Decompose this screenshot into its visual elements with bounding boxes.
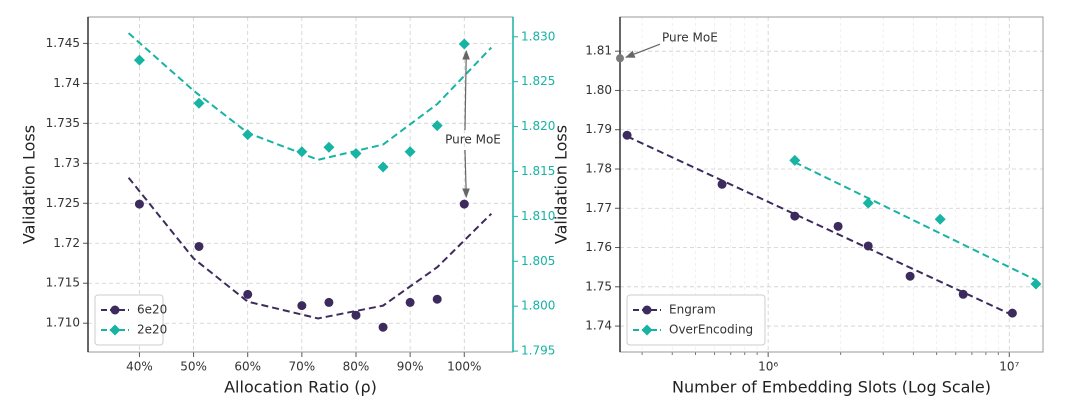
legend-label: OverEncoding [669, 323, 753, 337]
y2-tick-label: 1.820 [521, 119, 555, 133]
y-tick-label: 1.74 [53, 76, 80, 90]
y-tick-label: 1.74 [585, 319, 612, 333]
y-tick-label: 1.76 [585, 240, 612, 254]
legend-label: Engram [669, 303, 716, 317]
y-tick-label: 1.77 [585, 201, 612, 215]
x-tick-label: 80% [343, 360, 370, 374]
x-tick-label: 40% [126, 360, 153, 374]
reference-point [616, 54, 624, 63]
data-point [243, 289, 253, 299]
y-tick-label: 1.75 [585, 279, 612, 293]
data-point [905, 271, 915, 281]
y-tick-label: 1.735 [46, 116, 80, 130]
data-point [323, 141, 335, 153]
data-point [296, 146, 308, 158]
y-tick-label: 1.81 [585, 44, 612, 58]
annotation-arrow [462, 149, 470, 199]
fit-line [127, 177, 493, 320]
x-tick-label: 60% [234, 360, 261, 374]
annotation-arrow [462, 49, 470, 131]
y-tick-label: 1.78 [585, 161, 612, 175]
data-point [242, 129, 254, 141]
x-tick-label: 70% [289, 360, 316, 374]
y-tick-label: 1.73 [53, 156, 80, 170]
data-point [863, 241, 873, 251]
data-point [193, 97, 205, 109]
data-point [432, 294, 442, 304]
data-point [297, 301, 307, 311]
data-point [377, 161, 389, 173]
data-point [378, 322, 388, 332]
data-point [934, 213, 946, 225]
y-axis-label: Validation Loss [552, 125, 571, 244]
fit-line [626, 135, 1013, 316]
legend-marker [109, 324, 121, 336]
x-tick-label: 100% [447, 360, 481, 374]
data-point [134, 199, 144, 209]
data-point [431, 120, 443, 132]
annotation: Pure MoE [662, 31, 718, 45]
data-point [459, 199, 469, 209]
y-tick-label: 1.710 [46, 316, 80, 330]
data-point [405, 297, 415, 307]
data-point [458, 38, 470, 50]
y-tick-label: 1.745 [46, 36, 80, 50]
y2-tick-label: 1.810 [521, 209, 555, 223]
legend-box [626, 294, 766, 346]
data-point [1030, 278, 1042, 290]
y2-tick-label: 1.825 [521, 74, 555, 88]
y2-tick-label: 1.830 [521, 29, 555, 43]
data-point [1007, 308, 1017, 318]
x-axis-label: Allocation Ratio (ρ) [224, 378, 377, 397]
y-axis-label: Validation Loss [20, 125, 39, 244]
y-tick-label: 1.80 [585, 83, 612, 97]
legend-marker [641, 324, 653, 336]
legend-label: 2e20 [137, 323, 167, 337]
data-point [324, 297, 334, 307]
legend-marker [642, 305, 652, 315]
panel: 10⁶ 10⁷ 1.74 1.75 1.76 1.77 1.78 1.79 1.80 1.81 Nu… [552, 16, 1044, 397]
y-tick-label: 1.715 [46, 276, 80, 290]
x-tick-label: 10⁷ [999, 360, 1019, 374]
data-point [404, 146, 416, 158]
data-point [133, 54, 145, 66]
y2-tick-label: 1.815 [521, 164, 555, 178]
legend-marker [110, 305, 120, 315]
data-point [717, 179, 727, 189]
y2-tick-label: 1.795 [521, 344, 555, 358]
y2-tick-label: 1.800 [521, 299, 555, 313]
y2-tick-label: 1.805 [521, 254, 555, 268]
data-point [862, 197, 874, 209]
data-point [833, 221, 843, 231]
data-point [790, 211, 800, 221]
data-point [958, 289, 968, 299]
data-point [789, 154, 801, 166]
x-tick-label: 90% [397, 360, 424, 374]
x-tick-label: 50% [180, 360, 207, 374]
legend-label: 6e20 [137, 303, 167, 317]
panel: 40% 50% 60% 70% 80% 90% 100% 1.710 1.715 1.72 1.72… [20, 16, 555, 397]
data-point [194, 241, 204, 251]
fit-line [794, 161, 1037, 282]
data-point [622, 130, 632, 140]
y-tick-label: 1.79 [585, 122, 612, 136]
y-tick-label: 1.725 [46, 196, 80, 210]
y-tick-label: 1.72 [53, 236, 80, 250]
x-tick-label: 10⁶ [758, 360, 778, 374]
fit-line [127, 32, 493, 161]
data-point [351, 310, 361, 320]
x-axis-label: Number of Embedding Slots (Log Scale) [672, 378, 991, 397]
data-point [350, 148, 362, 160]
annotation: Pure MoE [445, 133, 501, 147]
annotation-arrow [625, 43, 661, 58]
